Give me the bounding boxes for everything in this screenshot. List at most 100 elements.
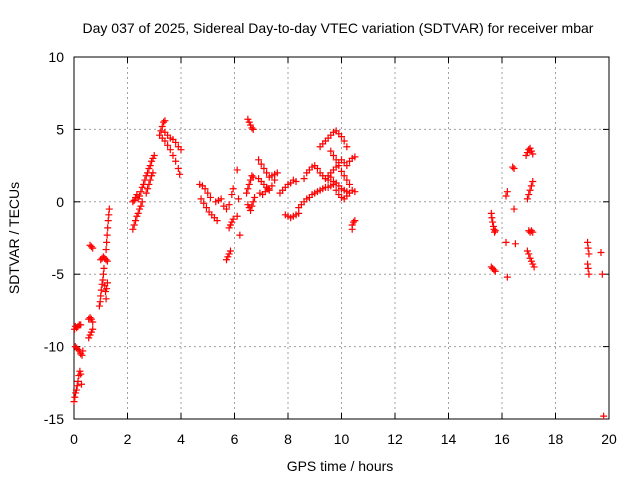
data-points xyxy=(70,115,608,420)
y-tick-label: -15 xyxy=(44,411,64,427)
data-point xyxy=(137,188,145,196)
data-point xyxy=(89,244,97,252)
data-point xyxy=(527,227,535,235)
x-tick-label: 18 xyxy=(548,431,564,447)
data-point xyxy=(103,231,111,239)
data-point xyxy=(251,193,259,201)
data-point xyxy=(130,221,138,229)
data-point xyxy=(74,345,82,353)
data-point xyxy=(169,151,177,159)
data-point xyxy=(255,156,263,164)
data-point xyxy=(264,185,272,193)
data-point xyxy=(77,380,85,388)
data-point xyxy=(145,180,153,188)
x-tick-label: 10 xyxy=(334,431,350,447)
data-point xyxy=(343,176,351,184)
data-point xyxy=(235,195,243,203)
data-point xyxy=(176,170,184,178)
data-point xyxy=(263,169,271,177)
data-point xyxy=(103,257,111,265)
data-point xyxy=(260,164,268,172)
data-point xyxy=(340,137,348,145)
data-point xyxy=(523,195,531,203)
data-point xyxy=(243,189,251,197)
data-point xyxy=(249,198,257,206)
data-point xyxy=(248,172,256,180)
data-point xyxy=(584,244,592,252)
grid-lines xyxy=(74,57,609,419)
data-point xyxy=(150,151,158,159)
data-point xyxy=(217,195,225,203)
data-point xyxy=(102,256,110,264)
data-point xyxy=(97,286,105,294)
data-point xyxy=(490,266,498,274)
data-point xyxy=(102,246,110,254)
data-point xyxy=(158,123,166,131)
data-point xyxy=(222,205,230,213)
data-point xyxy=(213,217,221,225)
data-point xyxy=(530,263,538,271)
data-point xyxy=(149,169,157,177)
data-point xyxy=(172,157,180,165)
data-point xyxy=(510,164,518,172)
data-point xyxy=(338,133,345,141)
data-point xyxy=(77,321,85,329)
data-point xyxy=(351,153,359,161)
data-point xyxy=(351,188,359,196)
data-point xyxy=(72,386,80,394)
data-point xyxy=(102,295,110,303)
data-point xyxy=(585,270,593,278)
data-point xyxy=(348,225,356,233)
data-point xyxy=(598,270,606,278)
data-point xyxy=(268,182,276,190)
data-point xyxy=(70,398,78,406)
data-point xyxy=(79,347,87,355)
data-point xyxy=(103,285,111,293)
data-point xyxy=(144,185,152,193)
data-point xyxy=(343,192,351,200)
data-point xyxy=(95,302,103,310)
y-axis-label: SDTVAR / TECUs xyxy=(6,182,22,294)
data-point xyxy=(166,146,174,154)
data-point xyxy=(244,185,252,193)
data-point xyxy=(249,173,257,181)
data-point xyxy=(329,178,337,186)
data-point xyxy=(343,162,351,170)
plot-frame xyxy=(73,56,610,420)
data-point xyxy=(233,212,241,220)
data-point xyxy=(87,243,95,251)
data-point xyxy=(204,189,212,197)
x-tick-label: 6 xyxy=(231,431,239,447)
chart-title: Day 037 of 2025, Sidereal Day-to-day VTE… xyxy=(83,20,594,36)
y-tick-label: -5 xyxy=(52,266,65,282)
data-point xyxy=(200,199,208,207)
data-point xyxy=(351,217,359,225)
data-point xyxy=(248,202,256,210)
data-point xyxy=(249,125,257,133)
data-point xyxy=(600,412,608,420)
data-point xyxy=(265,186,273,194)
data-point xyxy=(160,118,168,126)
data-point xyxy=(228,191,236,199)
data-point xyxy=(529,178,537,186)
data-point xyxy=(509,163,517,171)
data-point xyxy=(346,180,354,188)
x-tick-label: 4 xyxy=(177,431,185,447)
data-point xyxy=(503,188,511,196)
data-point xyxy=(146,176,154,184)
x-tick-label: 8 xyxy=(284,431,292,447)
data-point xyxy=(225,201,233,209)
data-point xyxy=(332,186,340,194)
data-point xyxy=(292,178,300,186)
data-point xyxy=(327,173,335,181)
data-point xyxy=(71,393,79,401)
data-point xyxy=(247,206,255,214)
data-point xyxy=(103,279,111,287)
x-tick-label: 14 xyxy=(441,431,457,447)
data-point xyxy=(491,228,499,236)
data-point xyxy=(134,209,142,217)
data-point xyxy=(327,147,335,155)
x-tick-label: 2 xyxy=(124,431,132,447)
data-point xyxy=(164,141,172,149)
